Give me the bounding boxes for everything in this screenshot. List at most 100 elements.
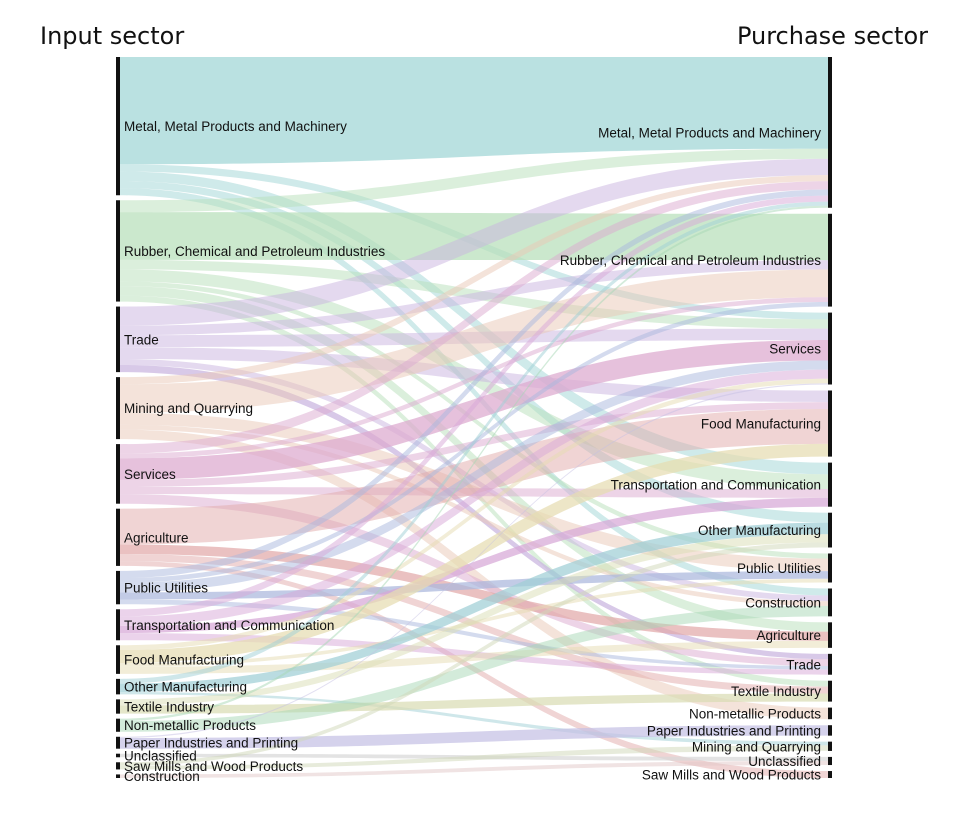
target-label-services: Services: [769, 342, 821, 357]
target-node-trade: [828, 653, 832, 675]
target-label-saw-mills-and-wood-products: Saw Mills and Wood Products: [642, 768, 821, 783]
flow-non-metallic-products-to-construction: [120, 605, 828, 732]
source-label-non-metallic-products: Non-metallic Products: [124, 718, 256, 733]
target-node-food-manufacturing: [828, 390, 832, 457]
source-label-services: Services: [124, 467, 176, 482]
flow-public-utilities-to-services: [120, 360, 828, 593]
target-label-non-metallic-products: Non-metallic Products: [689, 706, 821, 721]
source-node-paper-industries-and-printing: [116, 736, 120, 749]
flow-rubber-chemical-and-petroleum-industries-to-metal-metal-products-and-machinery: [120, 148, 828, 213]
flow-textile-industry-to-other-manufacturing: [120, 534, 828, 706]
flow-other-manufacturing-to-other-manufacturing: [120, 522, 828, 692]
target-label-transportation-and-communication: Transportation and Communication: [611, 478, 821, 493]
flow-services-to-metal-metal-products-and-machinery: [120, 181, 828, 454]
source-node-textile-industry: [116, 699, 120, 714]
flow-food-manufacturing-to-food-manufacturing: [120, 443, 828, 664]
source-node-mining-and-quarrying: [116, 377, 120, 440]
flow-mining-and-quarrying-to-rubber-chemical-and-petroleum-industries: [120, 269, 828, 413]
source-node-food-manufacturing: [116, 645, 120, 674]
flow-mining-and-quarrying-to-non-metallic-products: [120, 429, 828, 720]
flow-food-manufacturing-to-services: [120, 378, 828, 651]
target-label-paper-industries-and-printing: Paper Industries and Printing: [647, 723, 821, 738]
target-label-mining-and-quarrying: Mining and Quarrying: [692, 739, 821, 754]
source-label-agriculture: Agriculture: [124, 530, 189, 545]
target-label-trade: Trade: [786, 657, 821, 672]
source-label-other-manufacturing: Other Manufacturing: [124, 680, 247, 695]
flow-rubber-chemical-and-petroleum-industries-to-agriculture: [120, 286, 828, 632]
flow-transportation-and-communication-to-metal-metal-products-and-machinery: [120, 195, 828, 617]
target-node-services: [828, 312, 832, 385]
source-label-paper-industries-and-printing: Paper Industries and Printing: [124, 736, 298, 751]
target-node-saw-mills-and-wood-products: [828, 771, 832, 778]
target-node-paper-industries-and-printing: [828, 725, 832, 736]
flow-construction-to-unclassified: [120, 760, 828, 778]
source-node-transportation-and-communication: [116, 609, 120, 641]
flow-services-to-services: [120, 339, 828, 480]
target-node-other-manufacturing: [828, 512, 832, 548]
target-label-construction: Construction: [745, 595, 821, 610]
target-node-transportation-and-communication: [828, 462, 832, 507]
flow-metal-metal-products-and-machinery-to-construction: [120, 188, 828, 596]
flow-services-to-trade: [120, 494, 828, 667]
source-node-services: [116, 444, 120, 504]
source-label-trade: Trade: [124, 332, 159, 347]
source-node-other-manufacturing: [116, 678, 120, 695]
flow-non-metallic-products-to-metal-metal-products-and-machinery: [120, 205, 828, 722]
source-node-public-utilities: [116, 570, 120, 605]
target-node-non-metallic-products: [828, 707, 832, 720]
source-label-unclassified: Unclassified: [124, 748, 197, 763]
flow-transportation-and-communication-to-transportation-and-communication: [120, 497, 828, 634]
target-node-public-utilities: [828, 553, 832, 583]
flow-trade-to-rubber-chemical-and-petroleum-industries: [120, 260, 828, 336]
target-node-metal-metal-products-and-machinery: [828, 57, 832, 208]
flow-metal-metal-products-and-machinery-to-transportation-and-communication: [120, 171, 828, 475]
target-label-rubber-chemical-and-petroleum-industries: Rubber, Chemical and Petroleum Industrie…: [560, 253, 821, 268]
flow-public-utilities-to-metal-metal-products-and-machinery: [120, 189, 828, 579]
source-label-public-utilities: Public Utilities: [124, 581, 208, 596]
sector-nodes: [116, 57, 832, 778]
flow-trade-to-trade: [120, 364, 828, 660]
source-node-trade: [116, 306, 120, 373]
right-header: Purchase sector: [737, 22, 928, 50]
flow-saw-mills-and-wood-products-to-other-manufacturing: [120, 542, 828, 766]
source-node-saw-mills-and-wood-products: [116, 762, 120, 770]
target-node-mining-and-quarrying: [828, 741, 832, 751]
target-label-unclassified: Unclassified: [748, 754, 821, 769]
source-label-transportation-and-communication: Transportation and Communication: [124, 618, 334, 633]
sector-labels: Metal, Metal Products and Machinery Rubbe…: [124, 119, 821, 784]
target-node-rubber-chemical-and-petroleum-industries: [828, 213, 832, 307]
source-label-construction: Construction: [124, 769, 200, 784]
source-label-saw-mills-and-wood-products: Saw Mills and Wood Products: [124, 759, 303, 774]
target-node-agriculture: [828, 622, 832, 648]
flow-trade-to-metal-metal-products-and-machinery: [120, 158, 828, 326]
flow-other-manufacturing-to-mining-and-quarrying: [120, 691, 828, 746]
source-label-metal-metal-products-and-machinery: Metal, Metal Products and Machinery: [124, 119, 347, 134]
target-label-public-utilities: Public Utilities: [737, 561, 821, 576]
target-label-agriculture: Agriculture: [756, 628, 821, 643]
source-node-unclassified: [116, 753, 120, 758]
flow-agriculture-to-agriculture: [120, 544, 828, 641]
target-node-unclassified: [828, 756, 832, 766]
flow-paper-industries-and-printing-to-services: [120, 383, 828, 738]
flow-services-to-rubber-chemical-and-petroleum-industries: [120, 297, 828, 459]
target-label-metal-metal-products-and-machinery: Metal, Metal Products and Machinery: [598, 125, 821, 140]
source-label-food-manufacturing: Food Manufacturing: [124, 653, 244, 668]
target-label-textile-industry: Textile Industry: [731, 684, 821, 699]
target-label-other-manufacturing: Other Manufacturing: [698, 523, 821, 538]
target-node-construction: [828, 588, 832, 617]
source-label-textile-industry: Textile Industry: [124, 700, 214, 715]
flow-paper-industries-and-printing-to-paper-industries-and-printing: [120, 725, 828, 749]
flow-links: [120, 57, 828, 778]
target-label-food-manufacturing: Food Manufacturing: [701, 417, 821, 432]
flow-metal-metal-products-and-machinery-to-metal-metal-products-and-machinery: [120, 57, 828, 165]
source-node-metal-metal-products-and-machinery: [116, 57, 120, 196]
source-label-mining-and-quarrying: Mining and Quarrying: [124, 401, 253, 416]
flow-transportation-and-communication-to-services: [120, 369, 828, 626]
source-label-rubber-chemical-and-petroleum-industries: Rubber, Chemical and Petroleum Industrie…: [124, 244, 385, 259]
source-node-agriculture: [116, 508, 120, 566]
flow-public-utilities-to-trade: [120, 599, 828, 670]
flow-other-manufacturing-to-metal-metal-products-and-machinery: [120, 201, 828, 684]
flow-textile-industry-to-textile-industry: [120, 693, 828, 714]
